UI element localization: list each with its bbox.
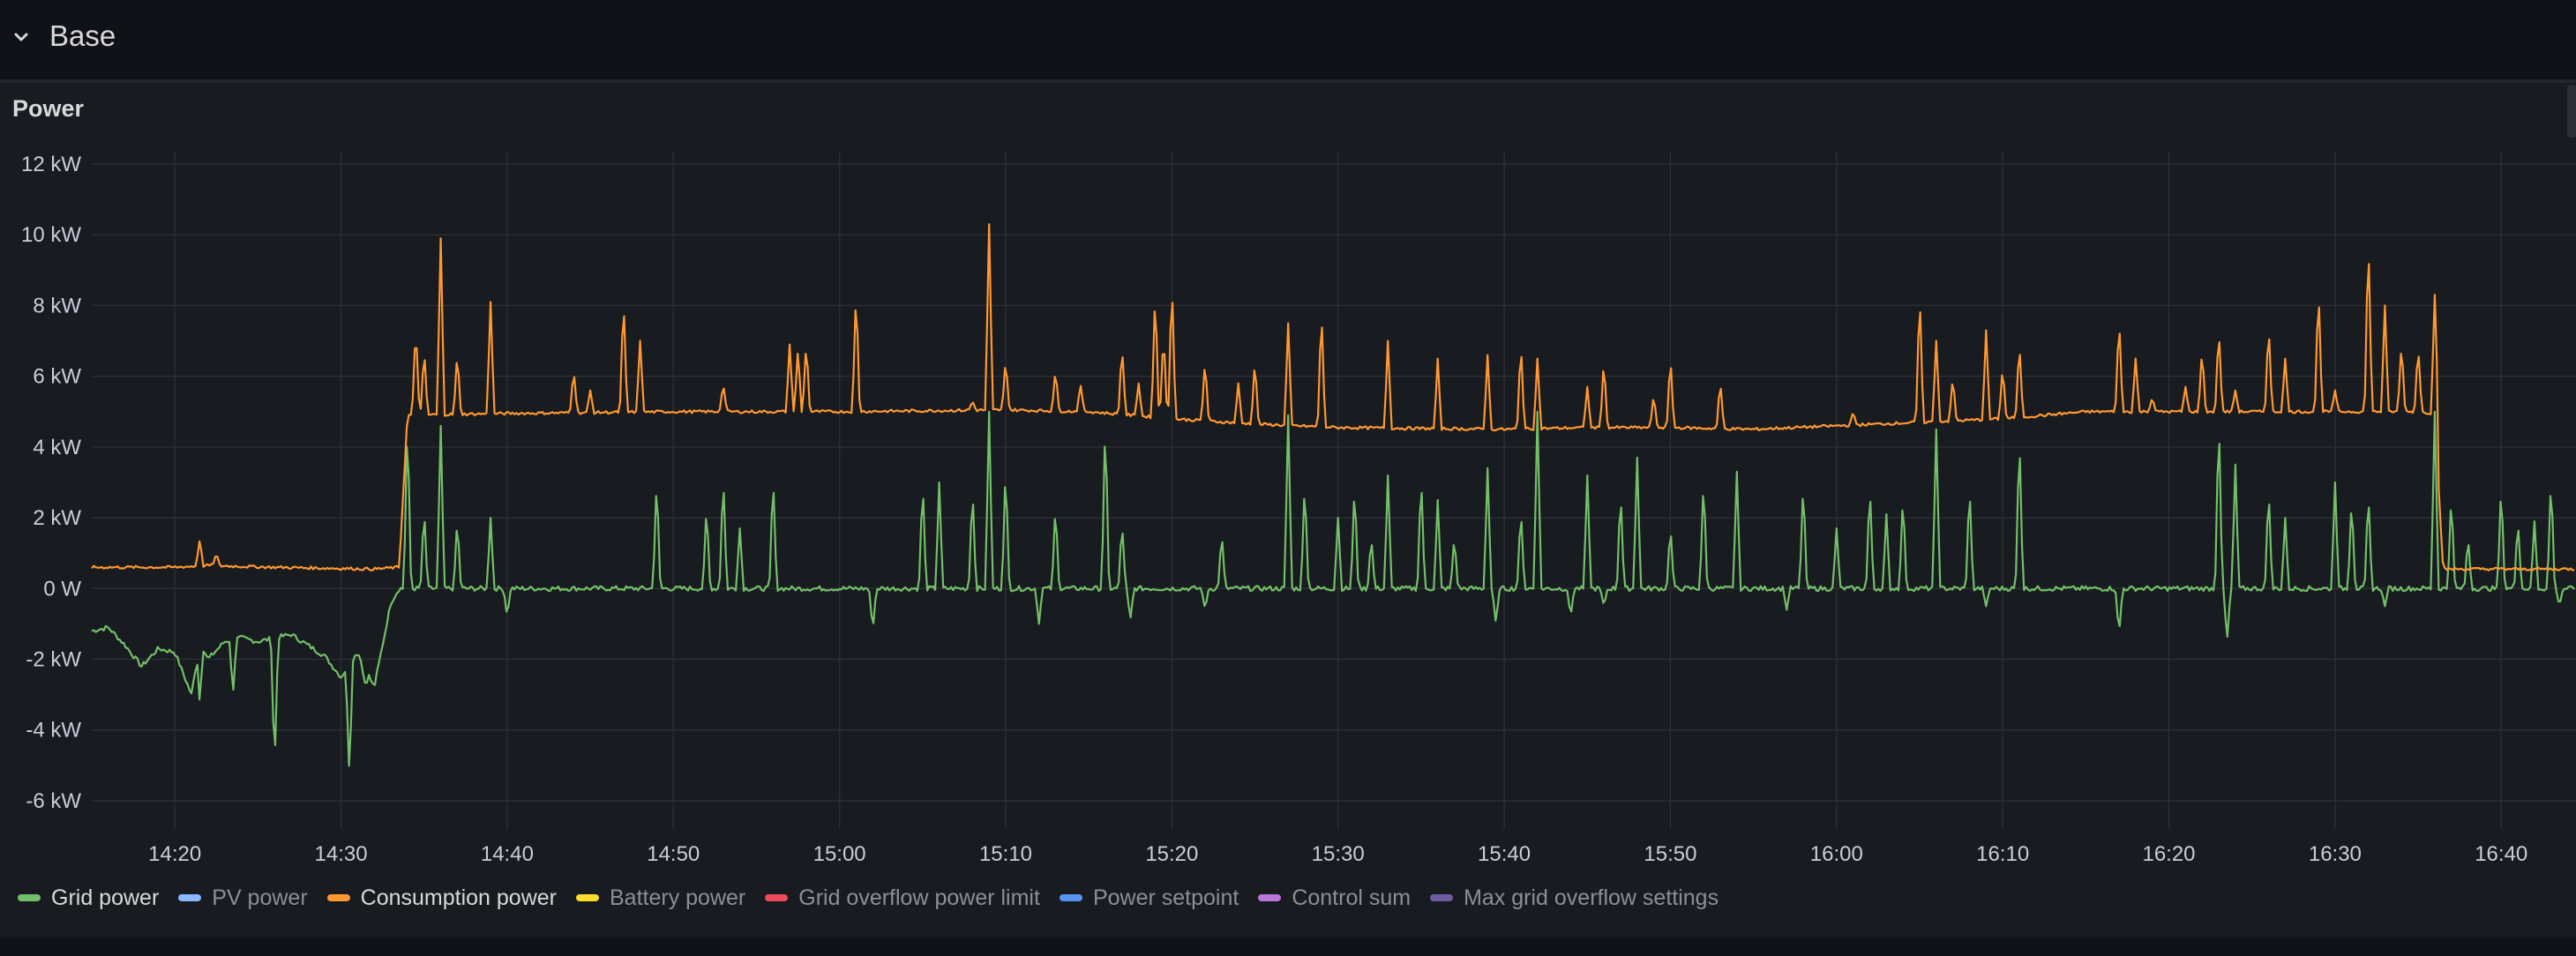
legend-swatch: [178, 894, 202, 901]
series-line-grid-power: [91, 410, 2575, 767]
bottom-bar: [0, 937, 2576, 956]
series-line-consumption-power: [91, 223, 2575, 571]
legend-label: Grid power: [51, 885, 160, 910]
legend-label: Grid overflow power limit: [798, 885, 1040, 910]
legend-swatch: [576, 894, 599, 901]
chart-legend: Grid power PV power Consumption power Batte…: [18, 882, 1738, 914]
legend-item-grid-overflow-power-limit[interactable]: Grid overflow power limit: [765, 885, 1040, 911]
legend-swatch: [18, 894, 41, 901]
x-tick-label: 14:30: [315, 842, 368, 866]
legend-item-grid-power[interactable]: Grid power: [18, 885, 159, 911]
y-tick-label: -2 kW: [26, 648, 81, 672]
legend-label: Power setpoint: [1092, 885, 1239, 910]
y-tick-label: 8 kW: [33, 294, 81, 317]
power-panel: Power: [0, 81, 2576, 938]
x-tick-label: 15:40: [1478, 842, 1531, 866]
legend-item-consumption-power[interactable]: Consumption power: [326, 885, 557, 911]
y-tick-label: -6 kW: [26, 789, 81, 813]
x-tick-label: 15:20: [1145, 842, 1198, 866]
x-tick-label: 16:30: [2309, 842, 2362, 866]
panel-scrollbar[interactable]: [2567, 85, 2576, 138]
y-tick-label: 0 W: [43, 577, 81, 601]
power-chart[interactable]: 12 kW 10 kW 8 kW 6 kW 4 kW 2 kW 0 W -2 kW -4 kW -…: [0, 81, 2576, 875]
legend-label: PV power: [212, 885, 308, 910]
legend-item-pv-power[interactable]: PV power: [178, 885, 308, 911]
legend-swatch: [326, 894, 350, 901]
x-tick-label: 15:00: [813, 842, 866, 866]
y-tick-label: 6 kW: [33, 365, 81, 389]
chevron-down-icon[interactable]: [11, 26, 32, 48]
y-tick-label: 2 kW: [33, 506, 81, 530]
legend-swatch: [765, 894, 789, 901]
legend-label: Max grid overflow settings: [1464, 885, 1719, 910]
legend-label: Consumption power: [360, 885, 557, 910]
x-tick-label: 14:50: [647, 842, 700, 866]
row-header[interactable]: Base: [0, 0, 2576, 81]
legend-item-battery-power[interactable]: Battery power: [576, 885, 745, 911]
legend-swatch: [1430, 894, 1454, 901]
legend-item-control-sum[interactable]: Control sum: [1258, 885, 1411, 911]
legend-swatch: [1258, 894, 1282, 901]
x-tick-label: 14:40: [481, 842, 534, 866]
x-tick-label: 16:10: [1976, 842, 2029, 866]
y-tick-label: -4 kW: [26, 719, 81, 743]
legend-label: Control sum: [1292, 885, 1412, 910]
legend-item-max-grid-overflow-settings[interactable]: Max grid overflow settings: [1430, 885, 1719, 911]
x-tick-label: 15:50: [1644, 842, 1696, 866]
legend-label: Battery power: [610, 885, 746, 910]
legend-swatch: [1059, 894, 1082, 901]
y-tick-label: 12 kW: [21, 153, 81, 176]
panel-title[interactable]: Power: [12, 95, 85, 122]
x-tick-label: 15:30: [1312, 842, 1365, 866]
x-tick-label: 15:10: [979, 842, 1032, 866]
row-title[interactable]: Base: [49, 19, 116, 52]
y-tick-label: 4 kW: [33, 436, 81, 459]
x-tick-label: 14:20: [148, 842, 201, 866]
y-tick-label: 10 kW: [21, 223, 81, 247]
legend-item-power-setpoint[interactable]: Power setpoint: [1059, 885, 1239, 911]
x-tick-label: 16:00: [1810, 842, 1863, 866]
x-tick-label: 16:20: [2142, 842, 2195, 866]
x-tick-label: 16:40: [2475, 842, 2527, 866]
